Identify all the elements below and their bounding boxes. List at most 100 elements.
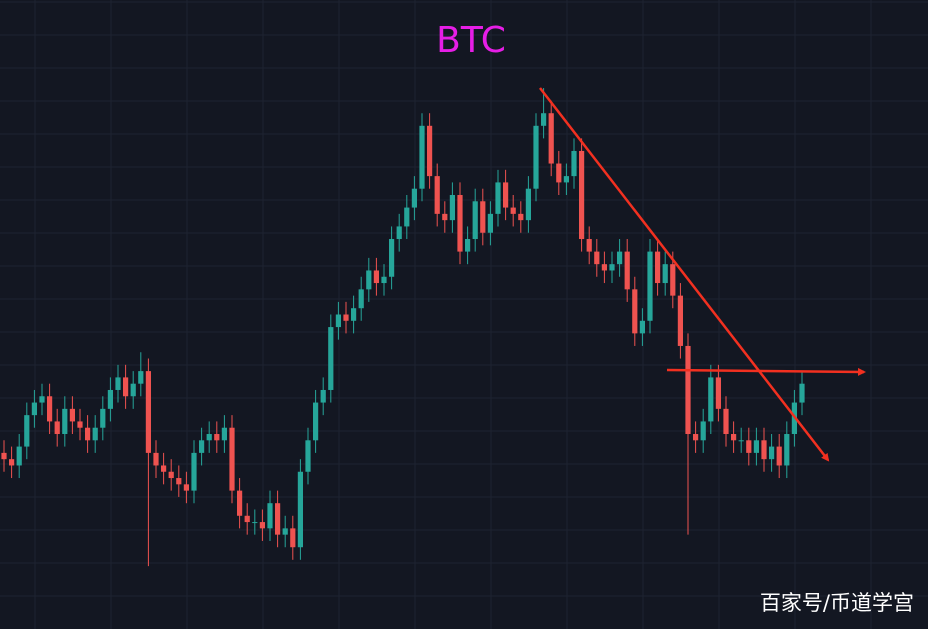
candle-body [92, 427, 98, 441]
candle-body [145, 371, 151, 453]
candle-body [252, 522, 258, 524]
candle-body [161, 465, 167, 472]
candle-body [723, 408, 729, 435]
candle-body [434, 176, 440, 214]
candle-body [275, 503, 281, 535]
candle-body [442, 213, 448, 221]
candle-body [381, 276, 387, 284]
candle-body [708, 377, 714, 422]
candle-body [624, 251, 630, 290]
candle-body [571, 150, 577, 177]
candle-body [655, 251, 661, 284]
candle-body [632, 289, 638, 334]
candle-body [427, 125, 433, 177]
candle-body [761, 440, 767, 460]
candle-body [404, 207, 410, 227]
candle-body [449, 194, 455, 221]
candle-body [731, 434, 737, 441]
candle-body [267, 503, 273, 529]
candle-body [373, 270, 379, 284]
candle-body [320, 389, 326, 403]
candle-body [693, 434, 699, 441]
candle-body [206, 434, 212, 441]
candle-body [54, 421, 60, 435]
candle-body [214, 434, 220, 441]
candle-body [579, 150, 585, 240]
candle-body [670, 264, 676, 296]
candle-body [107, 389, 113, 409]
candle-body [411, 188, 417, 208]
candle-body [130, 383, 136, 397]
candle-body [472, 201, 478, 240]
candle-body [647, 251, 653, 321]
candle-body [69, 408, 75, 422]
candle-body [62, 408, 68, 435]
candle-body [313, 402, 319, 441]
candle-body [495, 182, 501, 214]
candle-body [738, 440, 744, 442]
candle-body [153, 452, 159, 466]
candle-body [39, 396, 45, 403]
candle-body [77, 421, 83, 428]
candle-body [115, 377, 121, 390]
candle-body [685, 345, 691, 435]
candle-body [799, 383, 805, 403]
candle-body [601, 264, 607, 271]
candle-body [290, 528, 296, 548]
candle-body [305, 440, 311, 472]
candle-body [16, 446, 22, 466]
candle-body [419, 125, 425, 189]
candle-body [639, 320, 645, 334]
candle-body [563, 176, 569, 183]
candle-body [746, 440, 752, 453]
candle-body [85, 427, 91, 441]
candle-body [700, 421, 706, 441]
candle-body [1, 452, 7, 460]
candle-body [556, 163, 562, 183]
candle-body [457, 194, 463, 252]
candle-body [9, 459, 15, 466]
candle-body [389, 239, 395, 277]
candle-body [244, 515, 250, 523]
candle-body [487, 213, 493, 233]
candle-body [518, 213, 524, 221]
candle-body [229, 427, 235, 491]
candle-body [784, 434, 790, 466]
candle-body [191, 452, 197, 491]
candle-body [769, 446, 775, 460]
candle-body [753, 440, 759, 453]
candle-body [24, 415, 30, 447]
candle-body [586, 239, 592, 252]
candle-body [510, 207, 516, 214]
candle-body [31, 402, 37, 416]
candle-body [548, 113, 554, 164]
candle-body [100, 408, 106, 428]
candle-body [221, 427, 227, 441]
candle-body [328, 327, 334, 390]
candle-body [366, 270, 372, 290]
candle-body [351, 308, 357, 321]
candle-body [168, 471, 174, 479]
candle-body [776, 446, 782, 466]
candle-body [259, 522, 265, 529]
candle-body [183, 484, 189, 491]
candle-body [662, 264, 668, 284]
candle-body [541, 113, 547, 126]
candle-body [677, 295, 683, 346]
candle-body [465, 239, 471, 252]
candle-body [617, 251, 623, 265]
candle-body [199, 440, 205, 453]
candle-body [525, 188, 531, 221]
candle-body [123, 377, 129, 397]
candle-body [594, 251, 600, 265]
watermark: 百家号/币道学宫 [760, 591, 914, 615]
candle-body [335, 314, 341, 328]
chart-title: BTC [436, 20, 506, 61]
candle-body [343, 314, 349, 321]
candle-body [282, 528, 288, 535]
candle-body [47, 396, 53, 422]
candle-body [715, 377, 721, 409]
